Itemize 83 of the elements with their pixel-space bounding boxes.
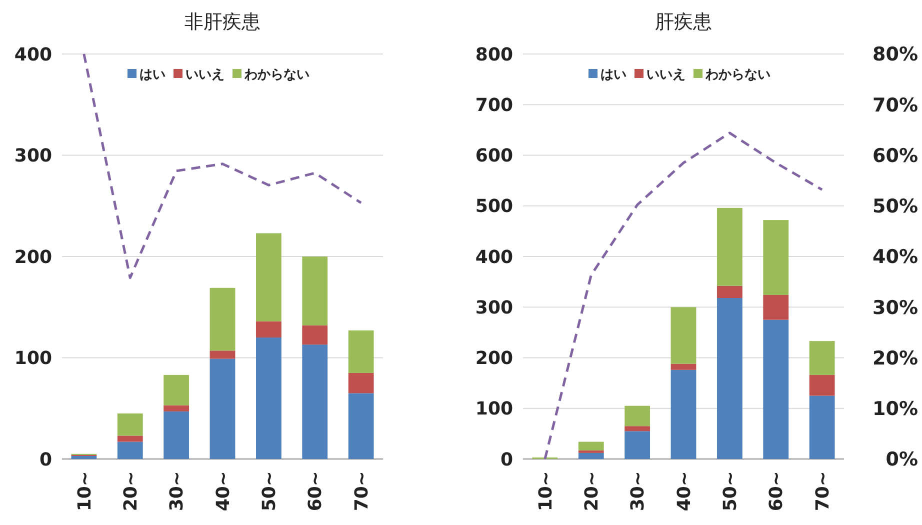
x-tick-label: 40~	[212, 471, 234, 512]
x-tick-label: 20~	[120, 471, 142, 512]
x-tick-label: 40~	[674, 471, 695, 512]
y-tick-label: 100	[14, 348, 52, 370]
x-tick-label: 20~	[581, 471, 602, 512]
bar	[164, 411, 190, 459]
line-series	[544, 132, 824, 459]
bar	[763, 220, 789, 295]
bar	[164, 405, 190, 412]
y2-tick-label: 40%	[872, 246, 918, 268]
y2-tick-label: 0%	[886, 448, 918, 471]
y-tick-label: 200	[14, 246, 52, 268]
bar	[348, 372, 374, 394]
legend-label: わからない	[704, 68, 770, 83]
x-tick-label: 70~	[351, 471, 372, 512]
y-tick-label: 300	[475, 297, 513, 318]
x-tick-label: 30~	[628, 471, 649, 512]
x-tick-label: 70~	[812, 471, 834, 512]
bar	[256, 233, 282, 322]
bar	[624, 406, 650, 426]
y-tick-label: 100	[475, 398, 513, 420]
bar	[578, 442, 604, 450]
bar	[716, 208, 742, 286]
y-tick-label: 200	[475, 348, 513, 370]
y2-tick-label: 70%	[872, 94, 918, 116]
y-tick-label: 800	[475, 44, 513, 66]
bar	[670, 370, 696, 459]
x-tick-label: 50~	[720, 471, 741, 512]
bar	[210, 350, 236, 359]
y2-tick-label: 50%	[872, 196, 918, 218]
bar	[763, 320, 789, 459]
legend-label: いいえ	[646, 68, 686, 83]
y-tick-label: 300	[14, 146, 52, 167]
bar	[302, 256, 328, 326]
bar	[624, 431, 650, 459]
x-tick-label: 10~	[74, 471, 96, 512]
bar	[348, 393, 374, 459]
bar	[256, 338, 282, 459]
y2-tick-label: 10%	[872, 398, 918, 420]
bar	[716, 298, 742, 459]
x-tick-label: 50~	[258, 471, 280, 512]
bar	[210, 358, 236, 459]
legend-label: はい	[140, 68, 166, 83]
bar	[670, 307, 696, 364]
bar	[624, 426, 650, 432]
bar	[716, 286, 742, 298]
y2-tick-label: 20%	[872, 347, 918, 370]
legend-label: はい	[600, 68, 626, 83]
y-tick-label: 500	[475, 196, 513, 218]
bar	[670, 364, 696, 370]
y-tick-label: 400	[475, 246, 513, 268]
y2-tick-label: 30%	[872, 296, 918, 319]
y2-tick-label: 80%	[872, 44, 918, 66]
y-tick-label: 400	[14, 44, 52, 66]
chart-title: 肝疾患	[655, 11, 712, 33]
bar	[210, 288, 236, 351]
bar	[117, 436, 143, 442]
x-tick-label: 60~	[305, 471, 326, 512]
y-tick-label: 0	[39, 449, 52, 470]
bar	[302, 325, 328, 345]
y2-tick-label: 60%	[872, 144, 918, 167]
x-tick-label: 30~	[166, 471, 188, 512]
bar	[809, 374, 835, 396]
x-tick-label: 10~	[535, 471, 556, 512]
legend-label: いいえ	[186, 68, 224, 83]
bar	[164, 374, 190, 406]
bar	[578, 452, 604, 459]
bar	[578, 450, 604, 453]
y-tick-label: 700	[475, 94, 513, 116]
y-tick-label: 600	[475, 146, 513, 167]
bar	[348, 330, 374, 373]
bar	[256, 321, 282, 338]
bar	[809, 341, 835, 375]
y-tick-label: 0	[500, 449, 513, 470]
x-tick-label: 60~	[766, 471, 788, 512]
bar	[117, 442, 143, 459]
bar	[117, 413, 143, 436]
bar	[763, 294, 789, 320]
legend-label: わからない	[244, 68, 310, 83]
bar	[302, 344, 328, 459]
bar	[809, 396, 835, 459]
chart-title: 非肝疾患	[184, 11, 260, 33]
bar	[71, 456, 97, 459]
